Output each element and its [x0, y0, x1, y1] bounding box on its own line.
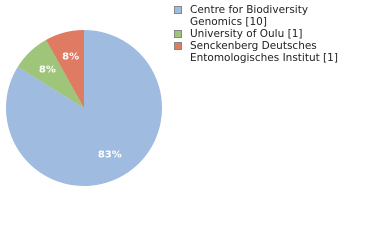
pie-area: 83% 8% 8%: [6, 30, 163, 186]
legend-item: Centre for Biodiversity Genomics [10]: [174, 4, 374, 28]
slice-label: 83%: [98, 149, 122, 160]
legend-swatch: [174, 30, 182, 38]
legend-item: Senckenberg Deutsches Entomologisches In…: [174, 40, 374, 64]
legend-item: University of Oulu [1]: [174, 28, 374, 40]
legend-label: University of Oulu [1]: [190, 28, 303, 40]
pie-slice: [17, 39, 84, 108]
legend: Centre for Biodiversity Genomics [10] Uni…: [174, 4, 374, 64]
legend-swatch: [174, 42, 182, 50]
slice-label: 8%: [39, 65, 56, 76]
legend-swatch: [174, 6, 182, 14]
legend-label: Senckenberg Deutsches Entomologisches In…: [190, 40, 338, 64]
legend-label: Centre for Biodiversity Genomics [10]: [190, 4, 309, 28]
slice-label: 8%: [62, 52, 79, 63]
pie-slice: [46, 30, 84, 108]
